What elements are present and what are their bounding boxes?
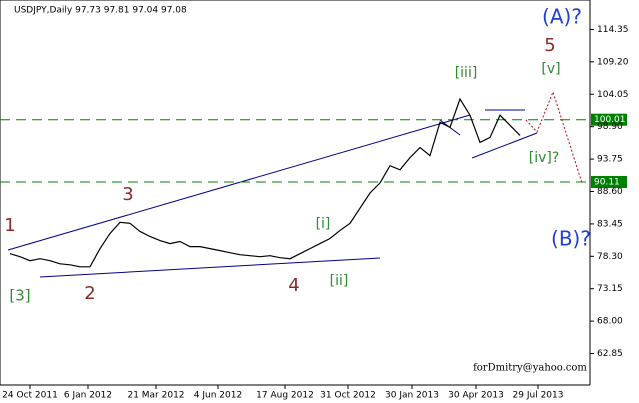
y-tick-label: 104.05	[597, 90, 629, 100]
trend-line	[471, 132, 538, 159]
trend-line	[7, 114, 471, 251]
forecast-path	[525, 90, 583, 184]
level-label: 90.11	[594, 177, 620, 187]
wave-label: 1	[4, 215, 15, 236]
wave-label: [i]	[316, 216, 331, 232]
y-tick-label: 114.35	[597, 25, 629, 35]
wave-label: 5	[544, 35, 555, 56]
wave-label: [iii]	[455, 65, 478, 81]
level-box	[591, 175, 627, 188]
wave-label: (A)?	[542, 5, 582, 29]
chart-title: USDJPY,Daily 97.73 97.81 97.04 97.08	[14, 6, 187, 16]
wave-label: [iv]?	[529, 150, 560, 166]
x-tick-label: 29 Jul 2013	[513, 391, 564, 401]
x-tick-label: 21 Mar 2012	[127, 391, 184, 401]
y-tick-label: 73.15	[597, 284, 623, 294]
y-tick-label: 109.20	[597, 57, 629, 67]
price-line	[9, 97, 521, 268]
x-tick-label: 30 Jan 2013	[385, 391, 439, 401]
x-tick-label: 30 Apr 2013	[448, 391, 504, 401]
y-tick-label: 83.45	[597, 219, 623, 229]
level-box	[591, 113, 627, 126]
watermark: forDmitry@yahoo.com	[473, 363, 587, 374]
x-tick-label: 4 Jun 2012	[194, 391, 242, 401]
y-tick-label: 62.85	[597, 349, 623, 359]
y-tick-label: 68.00	[597, 317, 623, 327]
x-tick-label: 24 Oct 2011	[2, 391, 58, 401]
x-tick-label: 31 Oct 2012	[320, 391, 376, 401]
wave-label: (B)?	[551, 227, 591, 251]
y-tick-label: 78.30	[597, 252, 623, 262]
y-tick-label: 88.60	[597, 187, 623, 197]
wave-label: [v]	[541, 61, 560, 77]
y-tick-label: 93.75	[597, 155, 623, 165]
wave-label: 2	[84, 283, 95, 304]
wave-label: [3]	[9, 287, 30, 305]
wave-label: 4	[288, 275, 299, 296]
x-tick-label: 6 Jan 2012	[64, 391, 112, 401]
x-tick-label: 17 Aug 2012	[256, 391, 314, 401]
y-tick-label: 98.90	[597, 122, 623, 132]
level-label: 100.01	[594, 115, 626, 125]
trend-line	[39, 257, 381, 278]
wave-label: 3	[122, 184, 133, 205]
wave-label: [ii]	[330, 273, 349, 289]
